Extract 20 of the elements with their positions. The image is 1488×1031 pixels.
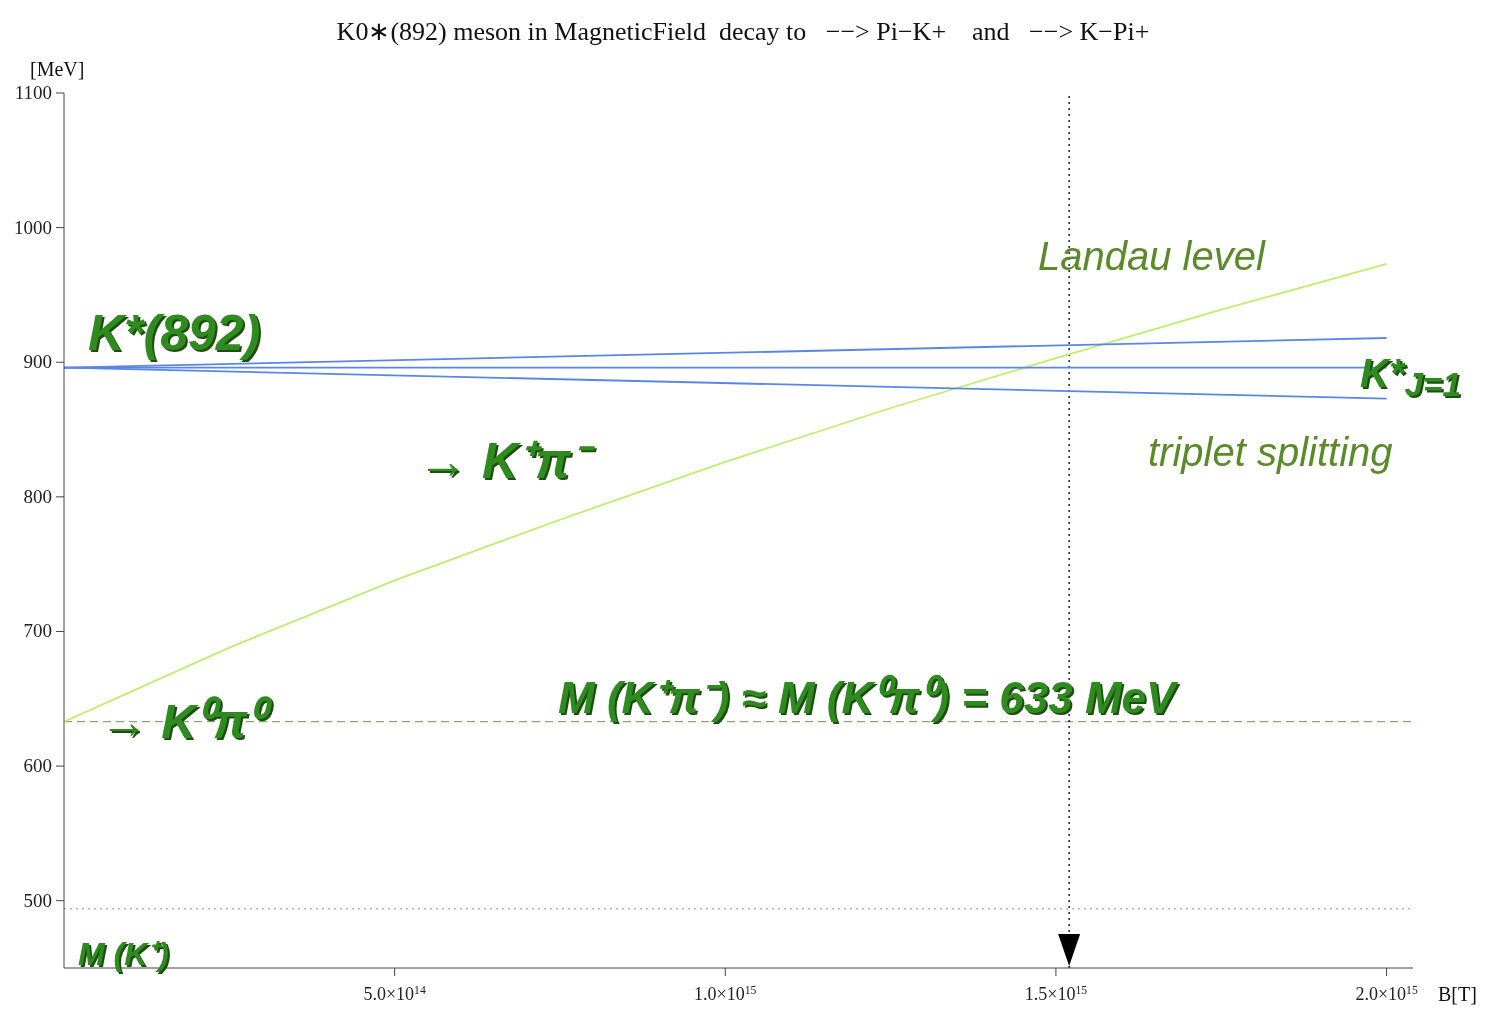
- annotation: K*$_{J=1}$: [1360, 351, 1461, 403]
- x-tick-label: 1.5×10$^{15}$: [1024, 983, 1088, 1004]
- annotation: M (K⁺): [78, 936, 169, 972]
- annotation: Landau level: [1038, 234, 1265, 278]
- chart-title: K0∗(892) meson in MagneticField decay to −−> Pi−K+ and −−> K−Pi+: [335, 16, 1151, 47]
- x-tick-label: 1.0×10$^{15}$: [694, 983, 757, 1004]
- x-tick-label: 2.0×10$^{15}$: [1355, 983, 1418, 1004]
- y-tick-label: 600: [23, 755, 52, 777]
- y-tick-label: 900: [23, 351, 52, 373]
- y-tick-label: 1000: [14, 216, 52, 238]
- annotation: K*(892): [88, 305, 261, 361]
- y-axis-title: [MeV]: [30, 58, 85, 81]
- y-tick-label: 500: [23, 889, 52, 911]
- y-tick-label: 1100: [14, 82, 52, 103]
- annotation: triplet splitting: [1148, 430, 1393, 474]
- y-tick-label: 800: [23, 485, 52, 507]
- x-tick-label: 5.0×10$^{14}$: [363, 983, 426, 1004]
- y-tick-label: 700: [23, 620, 52, 642]
- annotation: M (K⁺π⁻) ≈ M (K⁰π⁰) = 633 MeV: [558, 673, 1176, 722]
- x-axis-title: B[T]: [1438, 983, 1477, 1006]
